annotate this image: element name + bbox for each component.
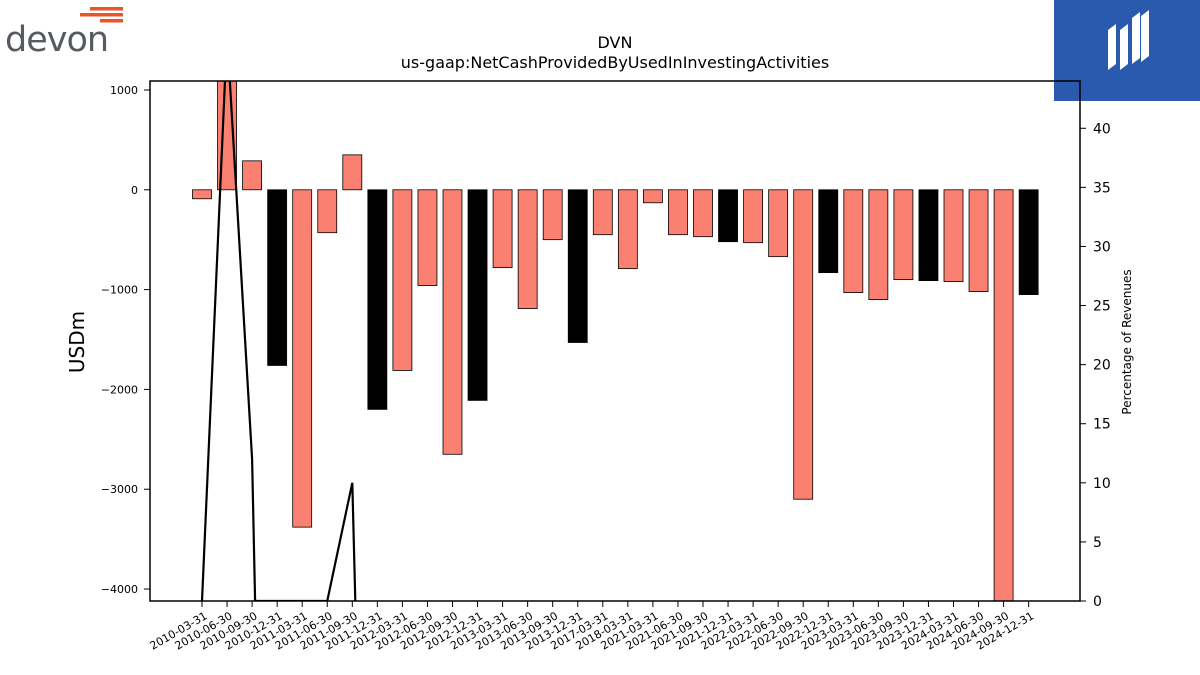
bar [467,189,488,401]
bar [417,189,438,287]
y2-axis-label: Percentage of Revenues [1120,269,1134,414]
bar [342,154,363,191]
y2-tick-label: 10 [1093,476,1111,492]
bar [317,189,338,234]
bar [392,189,413,371]
y-tick-label: 0 [131,184,138,197]
bar [668,189,688,236]
plot-frame [149,80,1081,602]
devon-logo-stripe [90,7,123,11]
y2-tick-label: 25 [1093,299,1111,315]
y2-tick-label: 40 [1093,121,1111,137]
bar [743,189,763,244]
devon-logo-text: devon [5,20,109,60]
midgard-logo-text: MIDGARD FINANCE [4,68,142,83]
bar [617,189,638,270]
y2-tick-label: 5 [1093,535,1102,551]
bar [292,189,313,528]
devon-logo-stripe [100,19,123,23]
devon-logo-stripe [80,13,123,17]
y-tick-label: −1000 [101,284,138,297]
y2-tick-label: 15 [1093,417,1111,433]
bar [693,189,713,238]
y-tick-label: −4000 [101,583,138,596]
series-line [200,81,357,601]
y2-tick-label: 35 [1093,180,1111,196]
bar [567,189,588,343]
bar [1018,189,1039,295]
bar [818,189,839,274]
y-axis-label: USDm [65,311,89,373]
bar [943,189,964,283]
bar [367,189,388,410]
bar [918,189,939,282]
y-tick-label: −2000 [101,383,138,396]
bar [868,189,889,300]
y2-tick-label: 20 [1093,358,1111,374]
bar [993,189,1014,601]
bar [492,189,513,269]
bar [768,189,789,258]
bar [643,189,663,204]
bar [968,189,989,292]
bar [718,189,738,243]
bar [517,189,538,309]
bar [843,189,864,293]
y2-tick-label: 30 [1093,239,1111,255]
bars-group [192,81,1039,601]
bar [793,189,814,500]
bar [267,189,288,366]
y-tick-label: 1000 [110,84,138,97]
bar [542,189,563,241]
midgard-logo-mark [1108,10,1149,70]
chart-subtitle: us-gaap:NetCashProvidedByUsedInInvesting… [401,53,829,72]
bar [442,189,463,455]
bar [192,189,212,200]
chart-title: DVN [598,33,633,52]
y-axis: 1000 0 −1000 −2000 −3000 −4000 [101,84,150,596]
bar [592,189,613,236]
bar [893,189,914,281]
line-group [200,81,357,601]
bar [242,160,263,191]
y-tick-label: −3000 [101,483,138,496]
x-axis: 2010-03-312010-06-302010-09-302010-12-31… [148,601,1036,653]
y2-axis: 0 5 10 15 20 25 30 35 40 [1080,121,1111,610]
devon-logo [80,7,123,23]
midgard-finance-logo [1054,0,1200,101]
y2-tick-label: 0 [1093,594,1102,610]
